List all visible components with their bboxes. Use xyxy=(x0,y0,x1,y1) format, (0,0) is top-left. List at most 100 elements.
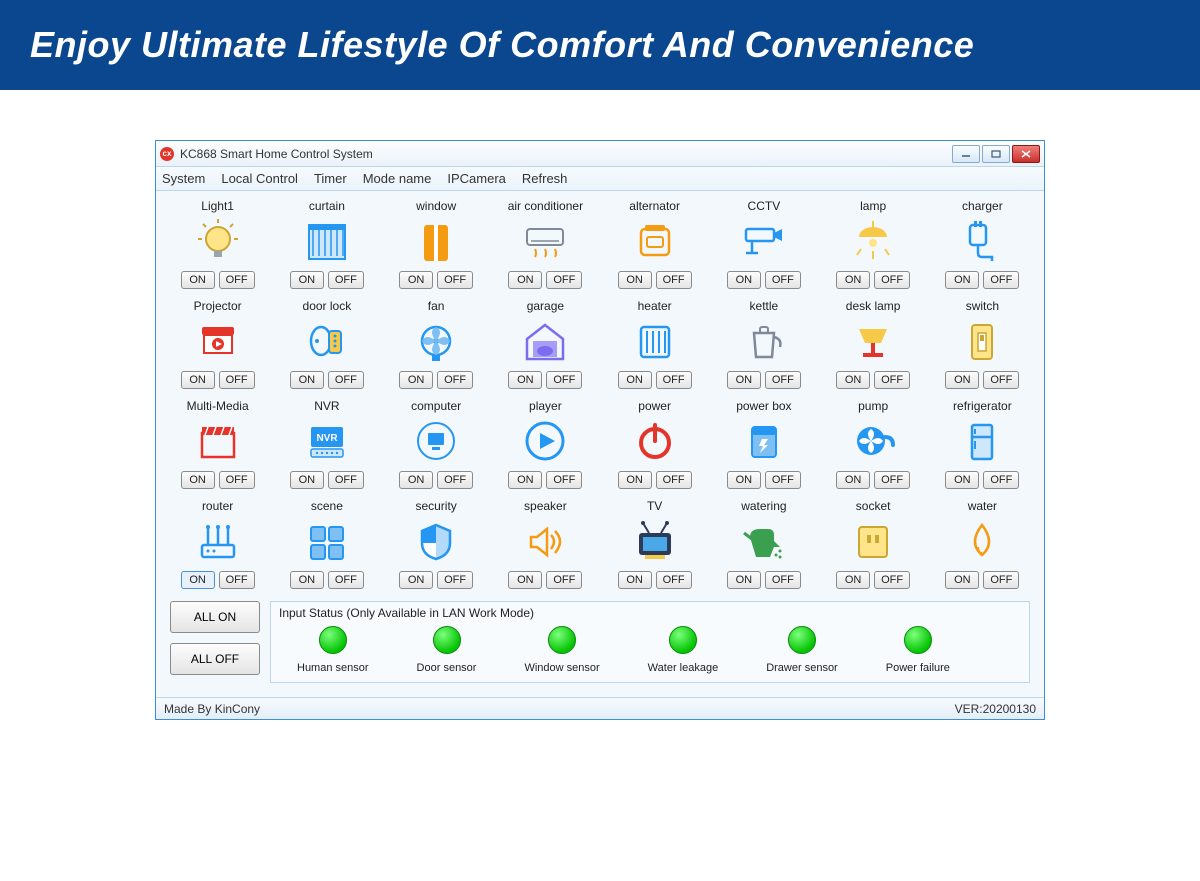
off-button[interactable]: OFF xyxy=(765,471,801,489)
on-button[interactable]: ON xyxy=(727,271,761,289)
off-button[interactable]: OFF xyxy=(765,371,801,389)
on-button[interactable]: ON xyxy=(508,271,542,289)
off-button[interactable]: OFF xyxy=(328,371,364,389)
menu-local-control[interactable]: Local Control xyxy=(221,171,298,186)
on-button[interactable]: ON xyxy=(945,371,979,389)
off-button[interactable]: OFF xyxy=(983,271,1019,289)
on-button[interactable]: ON xyxy=(618,571,652,589)
off-button[interactable]: OFF xyxy=(874,571,910,589)
on-button[interactable]: ON xyxy=(399,471,433,489)
off-button[interactable]: OFF xyxy=(656,271,692,289)
off-button[interactable]: OFF xyxy=(656,471,692,489)
device-buttons: ONOFF xyxy=(727,271,801,289)
on-button[interactable]: ON xyxy=(945,571,979,589)
on-button[interactable]: ON xyxy=(508,471,542,489)
on-button[interactable]: ON xyxy=(945,271,979,289)
on-button[interactable]: ON xyxy=(508,571,542,589)
off-button[interactable]: OFF xyxy=(219,371,255,389)
client-area: Light1ONOFFcurtainONOFFwindowONOFFair co… xyxy=(156,191,1044,697)
on-button[interactable]: ON xyxy=(618,371,652,389)
off-button[interactable]: OFF xyxy=(874,371,910,389)
off-button[interactable]: OFF xyxy=(546,271,582,289)
off-button[interactable]: OFF xyxy=(765,571,801,589)
off-button[interactable]: OFF xyxy=(219,271,255,289)
device-label: router xyxy=(202,499,233,515)
device-label: desk lamp xyxy=(846,299,901,315)
device-security: securityONOFF xyxy=(385,499,488,595)
off-button[interactable]: OFF xyxy=(328,571,364,589)
minimize-button[interactable] xyxy=(952,145,980,163)
on-button[interactable]: ON xyxy=(727,371,761,389)
off-button[interactable]: OFF xyxy=(546,371,582,389)
sensor-door-sensor: Door sensor xyxy=(417,626,477,674)
device-socket: socketONOFF xyxy=(822,499,925,595)
off-button[interactable]: OFF xyxy=(983,471,1019,489)
device-computer: computer ONOFF xyxy=(385,399,488,495)
on-button[interactable]: ON xyxy=(836,571,870,589)
device-buttons: ONOFF xyxy=(290,371,364,389)
on-button[interactable]: ON xyxy=(181,371,215,389)
on-button[interactable]: ON xyxy=(836,371,870,389)
on-button[interactable]: ON xyxy=(836,271,870,289)
off-button[interactable]: OFF xyxy=(546,471,582,489)
on-button[interactable]: ON xyxy=(181,471,215,489)
on-button[interactable]: ON xyxy=(399,271,433,289)
off-button[interactable]: OFF xyxy=(219,571,255,589)
off-button[interactable]: OFF xyxy=(328,271,364,289)
device-label: scene xyxy=(311,499,343,515)
on-button[interactable]: ON xyxy=(290,371,324,389)
menu-system[interactable]: System xyxy=(162,171,205,186)
menu-refresh[interactable]: Refresh xyxy=(522,171,568,186)
ac-icon xyxy=(515,217,575,265)
on-button[interactable]: ON xyxy=(290,471,324,489)
on-button[interactable]: ON xyxy=(727,571,761,589)
device-label: heater xyxy=(638,299,672,315)
on-button[interactable]: ON xyxy=(618,271,652,289)
on-button[interactable]: ON xyxy=(618,471,652,489)
on-button[interactable]: ON xyxy=(836,471,870,489)
close-button[interactable] xyxy=(1012,145,1040,163)
off-button[interactable]: OFF xyxy=(437,371,473,389)
off-button[interactable]: OFF xyxy=(219,471,255,489)
on-button[interactable]: ON xyxy=(181,571,215,589)
device-buttons: ONOFF xyxy=(290,471,364,489)
off-button[interactable]: OFF xyxy=(437,471,473,489)
off-button[interactable]: OFF xyxy=(874,471,910,489)
off-button[interactable]: OFF xyxy=(765,271,801,289)
device-buttons: ONOFF xyxy=(399,371,473,389)
off-button[interactable]: OFF xyxy=(874,271,910,289)
powerbox-icon xyxy=(734,417,794,465)
off-button[interactable]: OFF xyxy=(437,271,473,289)
sensor-label: Door sensor xyxy=(417,662,477,674)
off-button[interactable]: OFF xyxy=(546,571,582,589)
sensor-human-sensor: Human sensor xyxy=(297,626,369,674)
off-button[interactable]: OFF xyxy=(983,571,1019,589)
device-label: fan xyxy=(428,299,445,315)
off-button[interactable]: OFF xyxy=(983,371,1019,389)
off-button[interactable]: OFF xyxy=(656,371,692,389)
device-label: curtain xyxy=(309,199,345,215)
on-button[interactable]: ON xyxy=(181,271,215,289)
on-button[interactable]: ON xyxy=(508,371,542,389)
led-icon xyxy=(548,626,576,654)
sensor-label: Drawer sensor xyxy=(766,662,838,674)
all-off-button[interactable]: ALL OFF xyxy=(170,643,260,675)
menu-ipcamera[interactable]: IPCamera xyxy=(447,171,506,186)
off-button[interactable]: OFF xyxy=(328,471,364,489)
on-button[interactable]: ON xyxy=(290,271,324,289)
off-button[interactable]: OFF xyxy=(437,571,473,589)
on-button[interactable]: ON xyxy=(727,471,761,489)
device-alternator: alternatorONOFF xyxy=(603,199,706,295)
maximize-button[interactable] xyxy=(982,145,1010,163)
device-label: computer xyxy=(411,399,461,415)
on-button[interactable]: ON xyxy=(945,471,979,489)
on-button[interactable]: ON xyxy=(290,571,324,589)
off-button[interactable]: OFF xyxy=(656,571,692,589)
menu-mode-name[interactable]: Mode name xyxy=(363,171,432,186)
water-icon xyxy=(952,517,1012,565)
all-on-button[interactable]: ALL ON xyxy=(170,601,260,633)
on-button[interactable]: ON xyxy=(399,571,433,589)
player-icon xyxy=(515,417,575,465)
on-button[interactable]: ON xyxy=(399,371,433,389)
menu-timer[interactable]: Timer xyxy=(314,171,347,186)
